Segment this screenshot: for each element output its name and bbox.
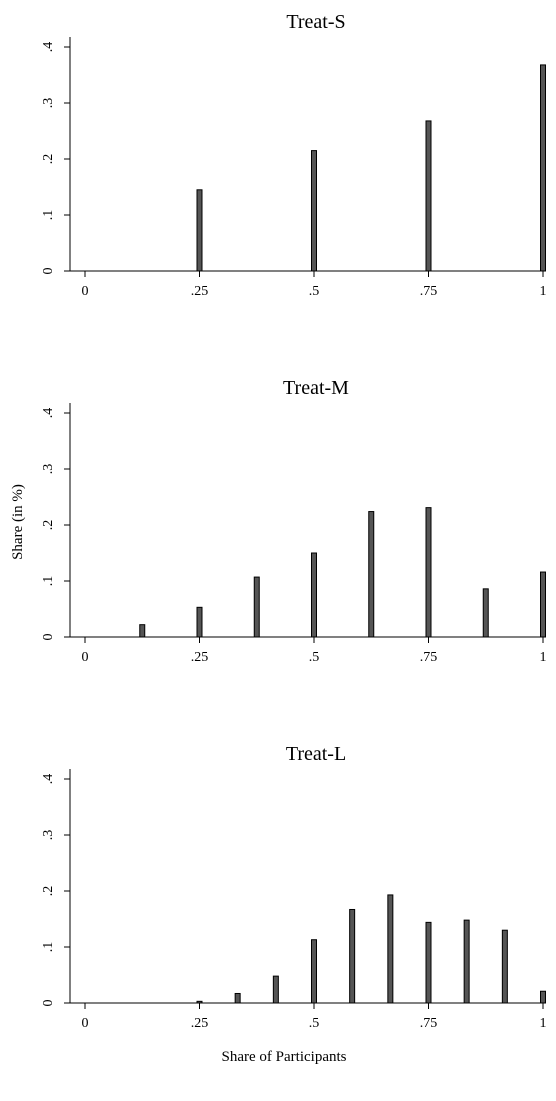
y-tick-label: .2 — [41, 886, 56, 897]
bar — [196, 189, 203, 272]
x-tick-label: 0 — [82, 1016, 89, 1031]
bar — [425, 921, 432, 1004]
x-axis-label: Share of Participants — [222, 1049, 347, 1065]
x-tick-label: .25 — [191, 284, 209, 299]
bar — [501, 929, 508, 1004]
bar — [196, 1000, 203, 1004]
bar — [540, 990, 546, 1004]
y-tick-label: 0 — [41, 268, 56, 275]
x-tick-label: .25 — [191, 650, 209, 665]
panel-title: Treat-L — [286, 743, 346, 765]
x-tick-label: 1 — [540, 284, 547, 299]
x-tick-label: .75 — [420, 1016, 438, 1031]
bar — [196, 606, 203, 638]
y-tick-label: 0 — [41, 1000, 56, 1007]
y-tick-label: .4 — [41, 408, 56, 419]
bar — [234, 992, 241, 1004]
y-tick-label: .3 — [41, 464, 56, 475]
bar — [253, 576, 260, 638]
x-tick-label: .75 — [420, 650, 438, 665]
y-tick-label: .3 — [41, 98, 56, 109]
y-tick-label: .4 — [41, 774, 56, 785]
x-tick-label: 0 — [82, 284, 89, 299]
panel-title: Treat-S — [286, 11, 345, 33]
bar — [387, 894, 394, 1004]
x-tick-label: .25 — [191, 1016, 209, 1031]
bar — [540, 571, 546, 638]
panel-0: Treat-S 0 .1 .2 .3 .4 0 .25 .5 .75 1 — [41, 11, 547, 299]
bar — [463, 919, 470, 1004]
y-tick-label: .4 — [41, 42, 56, 53]
y-tick-label: .2 — [41, 520, 56, 531]
y-tick-label: 0 — [41, 634, 56, 641]
bar — [349, 908, 356, 1004]
bar — [425, 507, 432, 638]
x-tick-label: .5 — [309, 1016, 320, 1031]
x-tick-label: 0 — [82, 650, 89, 665]
x-tick-label: 1 — [540, 650, 547, 665]
bar — [368, 511, 375, 638]
x-tick-label: .75 — [420, 284, 438, 299]
y-tick-label: .1 — [41, 576, 56, 587]
x-tick-label: .5 — [309, 650, 320, 665]
y-axis-label: Share (in %) — [10, 484, 26, 560]
panels: Treat-S 0 .1 .2 .3 .4 0 .25 .5 .75 1 Treat-M 0 .1 .2 .3… — [41, 11, 547, 1031]
panel-1: Treat-M 0 .1 .2 .3 .4 0 .25 .5 .75 1 — [41, 377, 547, 665]
bar — [272, 975, 279, 1004]
bar — [311, 552, 317, 638]
y-tick-label: .1 — [41, 210, 56, 221]
panel-title: Treat-M — [283, 377, 349, 399]
bar — [540, 64, 546, 272]
bar — [482, 588, 489, 638]
y-tick-label: .2 — [41, 154, 56, 165]
panel-2: Treat-L 0 .1 .2 .3 .4 0 .25 .5 .75 1 — [41, 743, 547, 1031]
bar — [311, 150, 317, 272]
bar — [311, 939, 317, 1004]
bar — [139, 624, 146, 638]
y-tick-label: .3 — [41, 830, 56, 841]
x-tick-label: 1 — [540, 1016, 547, 1031]
y-tick-label: .1 — [41, 942, 56, 953]
bar — [425, 120, 432, 272]
x-tick-label: .5 — [309, 284, 320, 299]
